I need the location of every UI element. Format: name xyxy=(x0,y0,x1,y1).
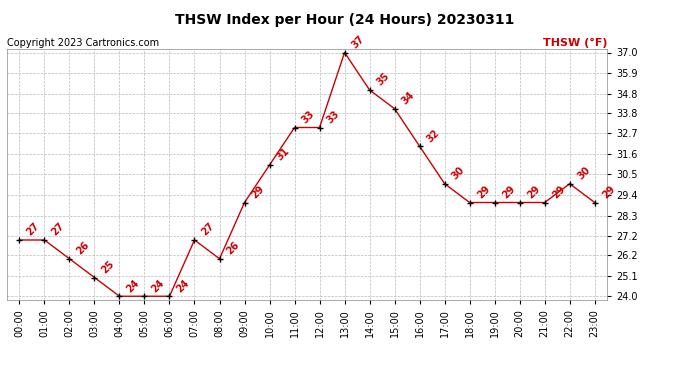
Text: THSW (°F): THSW (°F) xyxy=(543,38,607,48)
Text: 32: 32 xyxy=(425,128,442,144)
Text: 29: 29 xyxy=(525,184,542,200)
Text: 26: 26 xyxy=(225,240,241,256)
Text: 27: 27 xyxy=(25,221,41,238)
Text: 24: 24 xyxy=(125,278,141,294)
Text: 29: 29 xyxy=(250,184,267,200)
Text: Copyright 2023 Cartronics.com: Copyright 2023 Cartronics.com xyxy=(7,38,159,48)
Text: 24: 24 xyxy=(150,278,167,294)
Text: 27: 27 xyxy=(200,221,217,238)
Text: 33: 33 xyxy=(300,109,317,125)
Text: 35: 35 xyxy=(375,71,392,88)
Text: 29: 29 xyxy=(600,184,617,200)
Text: 30: 30 xyxy=(575,165,592,182)
Text: 30: 30 xyxy=(450,165,467,182)
Text: 24: 24 xyxy=(175,278,192,294)
Text: THSW Index per Hour (24 Hours) 20230311: THSW Index per Hour (24 Hours) 20230311 xyxy=(175,13,515,27)
Text: 34: 34 xyxy=(400,90,417,106)
Text: 33: 33 xyxy=(325,109,342,125)
Text: 29: 29 xyxy=(550,184,567,200)
Text: 31: 31 xyxy=(275,146,292,163)
Text: 26: 26 xyxy=(75,240,92,256)
Text: 27: 27 xyxy=(50,221,67,238)
Text: 37: 37 xyxy=(350,34,367,50)
Text: 29: 29 xyxy=(500,184,517,200)
Text: 29: 29 xyxy=(475,184,492,200)
Text: 25: 25 xyxy=(100,259,117,275)
